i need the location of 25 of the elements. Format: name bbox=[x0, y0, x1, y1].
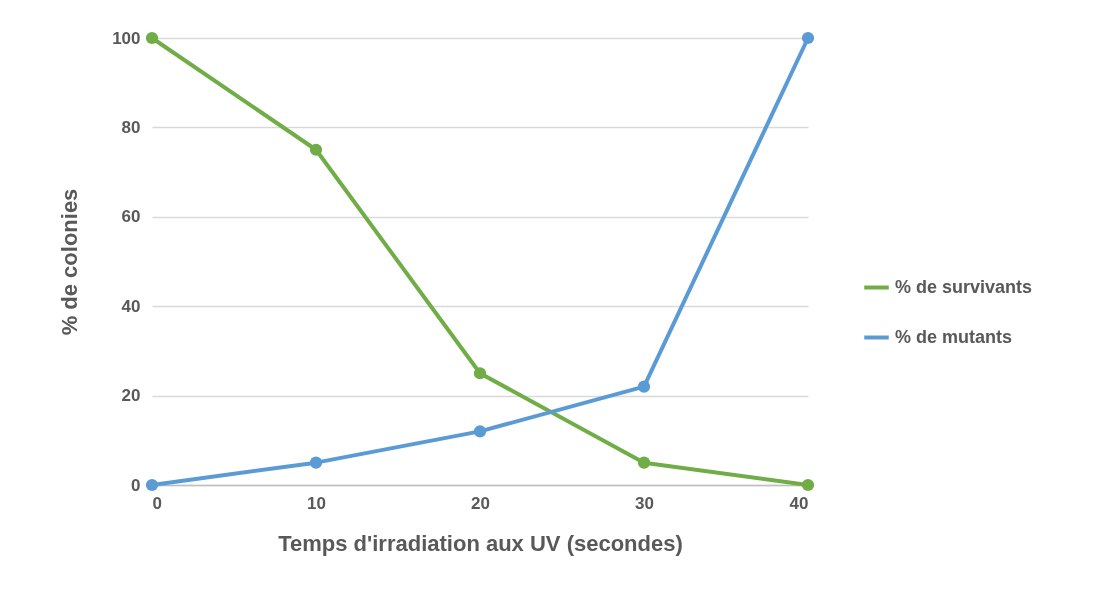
y-tick-label: 80 bbox=[121, 117, 141, 137]
x-tick-label: 20 bbox=[471, 493, 490, 513]
point bbox=[473, 425, 487, 438]
point bbox=[473, 367, 487, 380]
y-tick-label: 0 bbox=[131, 475, 141, 495]
point bbox=[145, 478, 159, 492]
point bbox=[801, 478, 815, 492]
point bbox=[309, 143, 323, 156]
y-tick-label: 100 bbox=[112, 28, 141, 48]
y-tick-label: 20 bbox=[121, 386, 141, 406]
y-tick-label: 40 bbox=[121, 296, 141, 316]
x-tick-label: 30 bbox=[635, 493, 654, 513]
point bbox=[145, 31, 159, 45]
point bbox=[309, 456, 323, 469]
point bbox=[637, 380, 651, 393]
legend-label: % de survivants bbox=[895, 276, 1033, 297]
point bbox=[801, 31, 815, 45]
legend-label: % de mutants bbox=[895, 326, 1013, 347]
y-axis-title: % de colonies bbox=[57, 188, 83, 336]
x-tick-label: 0 bbox=[152, 493, 162, 513]
x-tick-label: 10 bbox=[307, 493, 326, 513]
y-tick-label: 60 bbox=[121, 207, 141, 227]
x-tick-label: 40 bbox=[789, 493, 809, 513]
x-axis-title: Temps d'irradiation aux UV (secondes) bbox=[278, 530, 683, 556]
point bbox=[637, 456, 651, 469]
